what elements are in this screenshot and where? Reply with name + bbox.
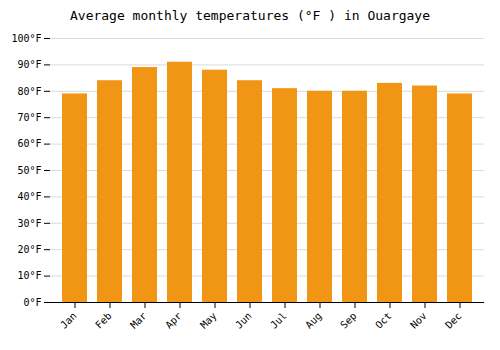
svg-text:Jan: Jan [58, 310, 79, 331]
svg-text:40°F: 40°F [17, 191, 41, 202]
svg-text:80°F: 80°F [17, 86, 41, 97]
svg-text:Nov: Nov [408, 310, 429, 331]
svg-text:Feb: Feb [93, 310, 114, 331]
svg-text:30°F: 30°F [17, 218, 41, 229]
svg-text:Jun: Jun [233, 310, 254, 331]
svg-text:Aug: Aug [303, 310, 324, 331]
svg-text:100°F: 100°F [11, 33, 41, 44]
svg-text:50°F: 50°F [17, 165, 41, 176]
svg-text:10°F: 10°F [17, 270, 41, 281]
svg-text:70°F: 70°F [17, 112, 41, 123]
svg-text:Apr: Apr [163, 310, 184, 331]
svg-text:Jul: Jul [268, 310, 289, 331]
svg-text:Mar: Mar [128, 310, 149, 331]
svg-text:Sep: Sep [338, 310, 359, 331]
svg-text:60°F: 60°F [17, 138, 41, 149]
svg-text:Dec: Dec [443, 310, 464, 331]
svg-text:Oct: Oct [373, 310, 394, 331]
svg-text:0°F: 0°F [23, 297, 41, 308]
svg-text:May: May [198, 310, 219, 331]
svg-text:20°F: 20°F [17, 244, 41, 255]
svg-text:90°F: 90°F [17, 59, 41, 70]
html-text:Average monthly temperatures (: Average monthly temperatures (°F ) in Ou… [70, 8, 430, 23]
